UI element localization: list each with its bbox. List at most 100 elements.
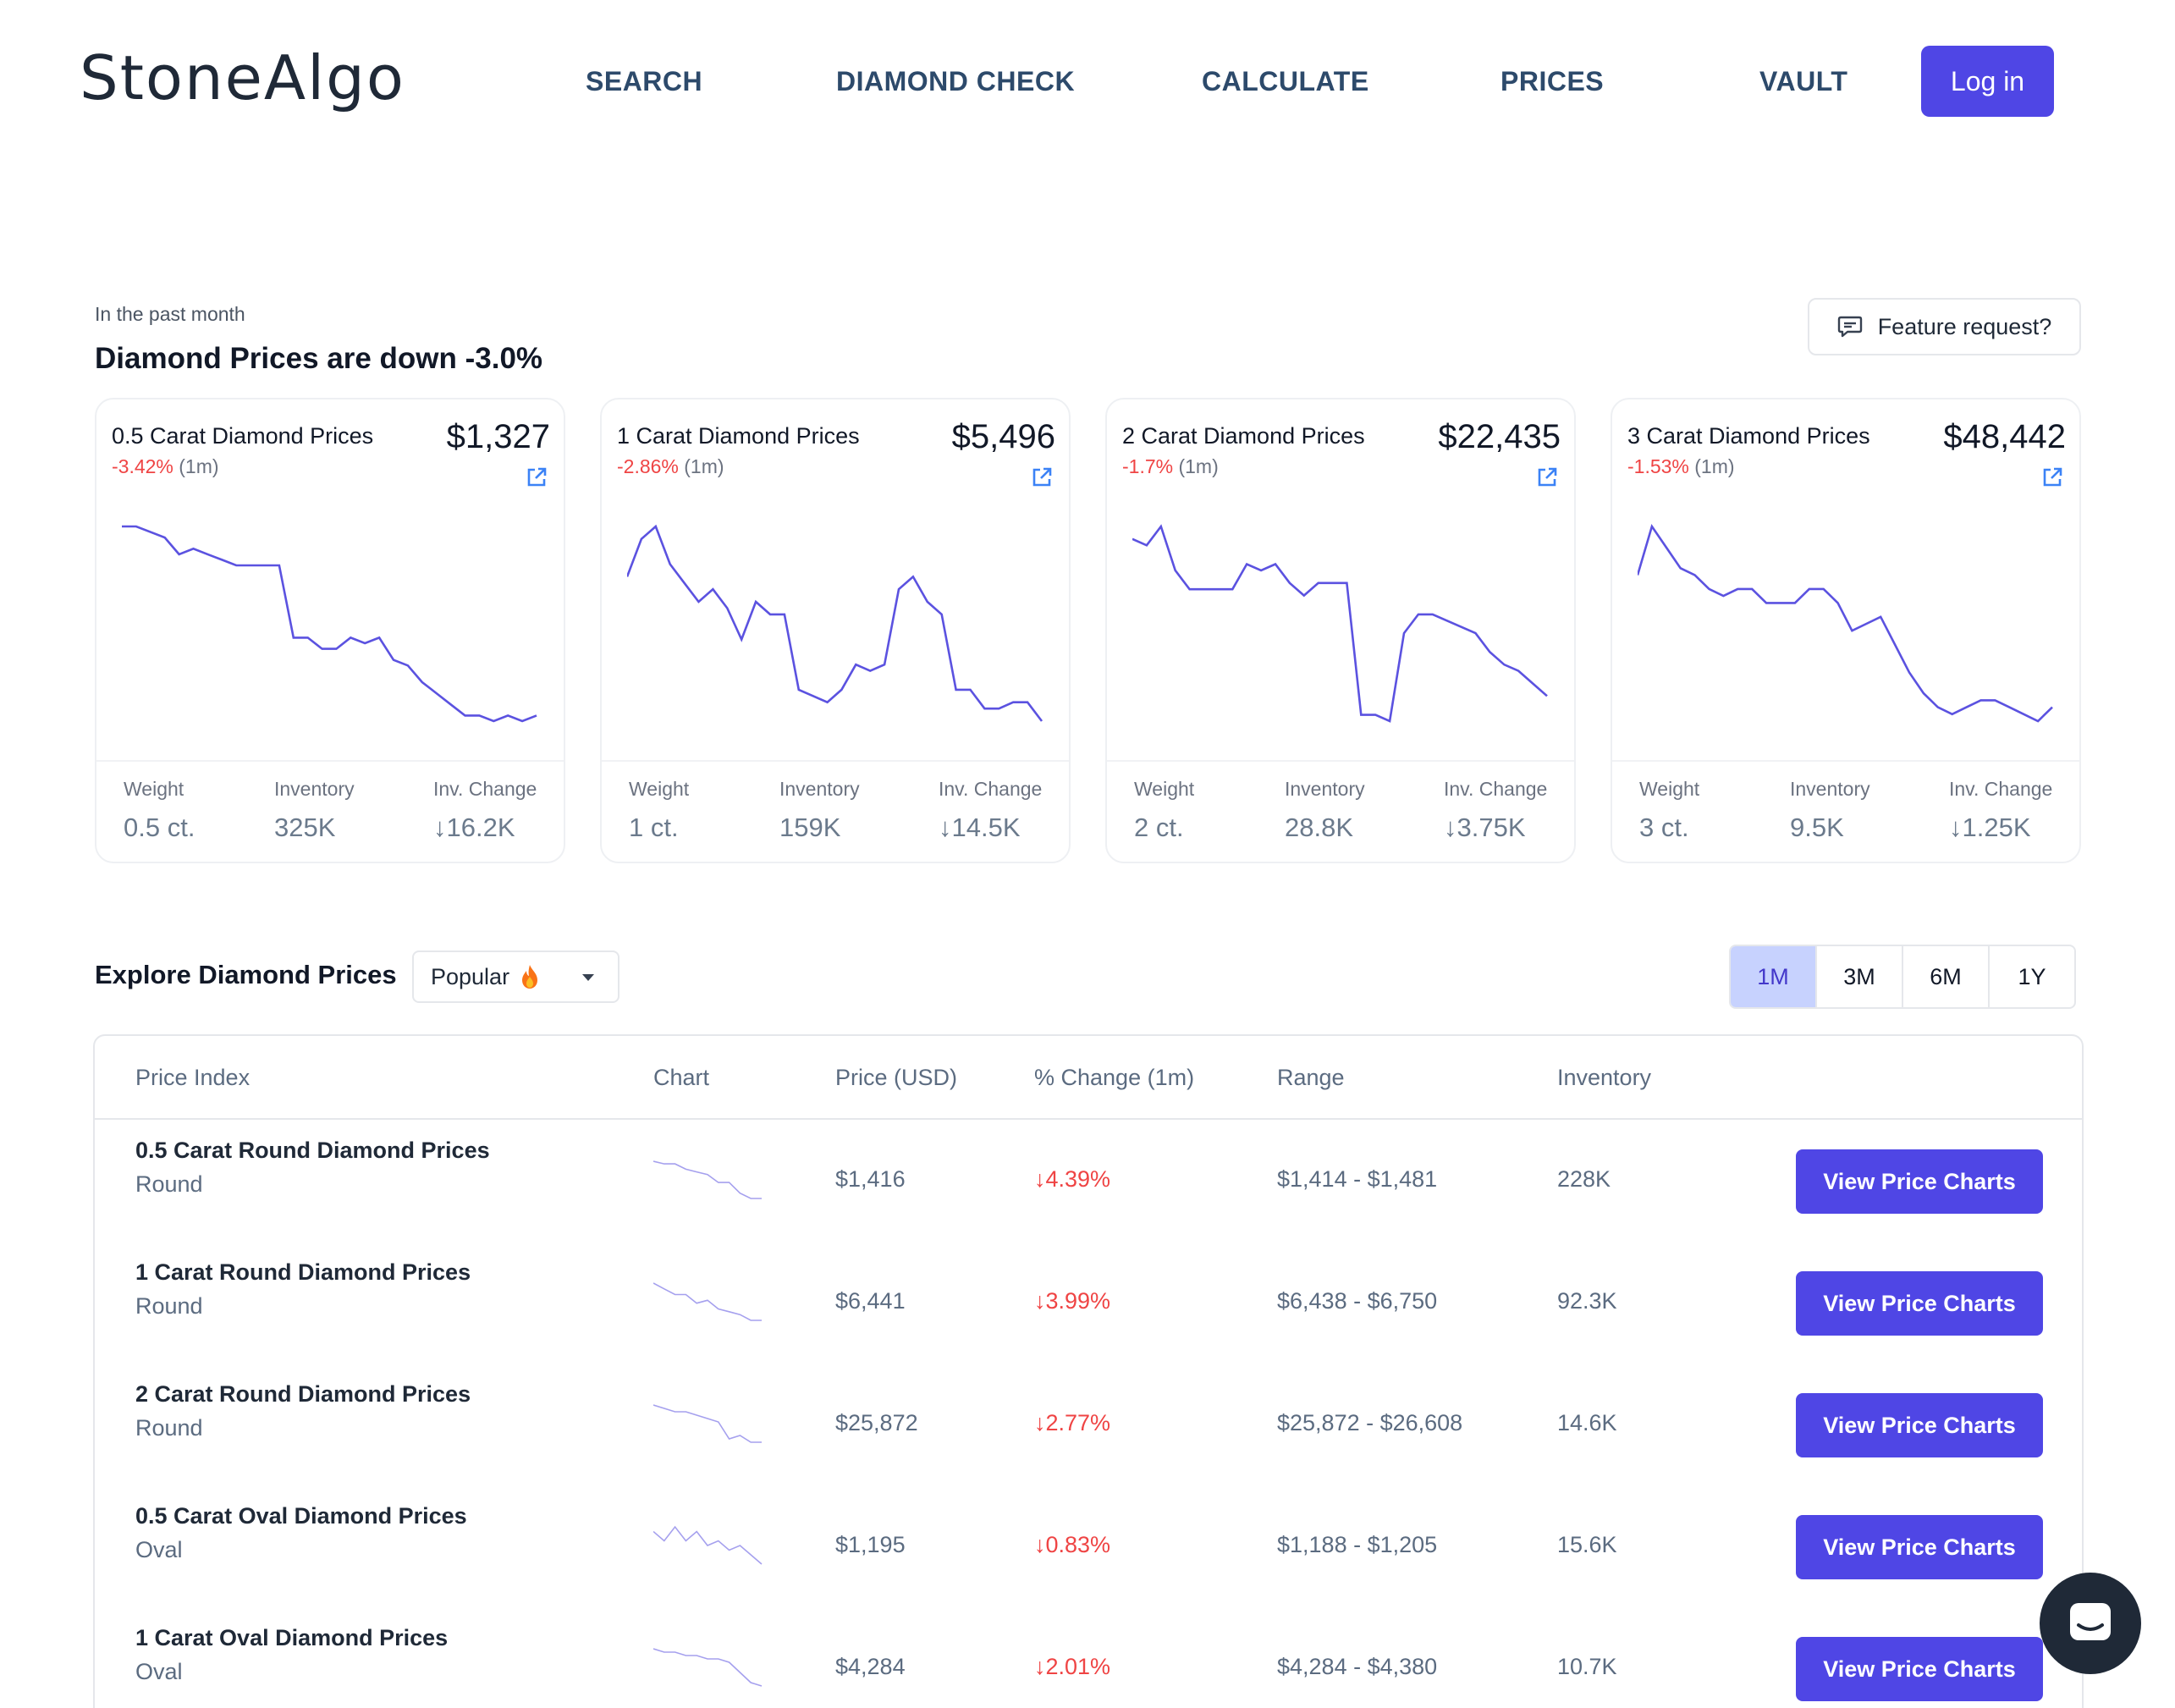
range-6m[interactable]: 6M xyxy=(1903,946,1990,1007)
nav-calculate[interactable]: CALCULATE xyxy=(1202,66,1369,96)
stat-label-weight: Weight xyxy=(1639,778,1700,800)
card-change-value: -1.53% xyxy=(1627,455,1689,477)
card-title: 1 Carat Diamond Prices xyxy=(617,423,860,449)
card-change-period: (1m) xyxy=(1694,455,1735,477)
card-price-chart xyxy=(1638,524,2053,723)
chat-widget-icon xyxy=(2070,1603,2111,1640)
table-row: 0.5 Carat Round Diamond Prices Round $1,… xyxy=(95,1121,2082,1242)
row-shape: Round xyxy=(135,1171,203,1197)
card-price: $48,442 xyxy=(1943,418,2066,455)
card-change: -1.53% (1m) xyxy=(1627,455,1735,478)
row-title: 1 Carat Round Diamond Prices xyxy=(135,1259,471,1285)
card-price-line xyxy=(1132,524,1548,723)
row-change: ↓4.39% xyxy=(1034,1166,1111,1192)
stat-inventory: 325K xyxy=(274,813,336,842)
external-link-icon[interactable] xyxy=(1535,466,1559,489)
stat-weight: 3 ct. xyxy=(1639,813,1689,842)
row-range: $1,188 - $1,205 xyxy=(1277,1532,1438,1557)
price-card[interactable]: 1 Carat Diamond Prices $5,496 -2.86% (1m… xyxy=(600,398,1071,863)
header-price: Price (USD) xyxy=(835,1065,958,1090)
feature-request-button[interactable]: Feature request? xyxy=(1808,298,2081,355)
row-inventory: 14.6K xyxy=(1557,1410,1617,1435)
logo[interactable]: StoneAlgo xyxy=(80,42,405,113)
header-chart: Chart xyxy=(653,1065,710,1090)
card-divider xyxy=(96,760,564,762)
card-divider xyxy=(1612,760,2079,762)
card-change: -2.86% (1m) xyxy=(617,455,724,478)
row-sparkline-line xyxy=(653,1525,763,1565)
row-shape: Oval xyxy=(135,1659,183,1684)
popular-filter-select[interactable]: Popular xyxy=(412,950,619,1003)
row-inventory: 228K xyxy=(1557,1166,1611,1192)
stat-label-weight: Weight xyxy=(124,778,184,800)
card-price: $5,496 xyxy=(951,418,1055,455)
stat-weight: 2 ct. xyxy=(1134,813,1184,842)
nav-vault[interactable]: VAULT xyxy=(1759,66,1848,96)
card-price-chart xyxy=(627,524,1043,722)
row-sparkline xyxy=(653,1160,762,1199)
row-shape: Round xyxy=(135,1293,203,1319)
range-1m[interactable]: 1M xyxy=(1731,946,1817,1007)
row-sparkline-line xyxy=(653,1404,762,1443)
view-price-charts-button[interactable]: View Price Charts xyxy=(1796,1149,2043,1214)
time-range-toggle: 1M 3M 6M 1Y xyxy=(1729,945,2076,1009)
top-nav: StoneAlgo SEARCH DIAMOND CHECK CALCULATE… xyxy=(0,0,2175,161)
view-price-charts-button[interactable]: View Price Charts xyxy=(1796,1637,2043,1701)
login-button[interactable]: Log in xyxy=(1921,46,2054,117)
card-change-value: -3.42% xyxy=(112,455,173,477)
stat-label-weight: Weight xyxy=(629,778,690,800)
table-row: 2 Carat Round Diamond Prices Round $25,8… xyxy=(95,1364,2082,1486)
card-title: 3 Carat Diamond Prices xyxy=(1627,423,1870,449)
row-title: 2 Carat Round Diamond Prices xyxy=(135,1381,471,1407)
stat-inv-change: ↓16.2K xyxy=(433,813,515,842)
price-card[interactable]: 0.5 Carat Diamond Prices $1,327 -3.42% (… xyxy=(95,398,565,863)
row-range: $4,284 - $4,380 xyxy=(1277,1654,1438,1679)
row-inventory: 10.7K xyxy=(1557,1654,1617,1679)
row-price: $25,872 xyxy=(835,1410,918,1435)
range-3m[interactable]: 3M xyxy=(1817,946,1903,1007)
row-inventory: 92.3K xyxy=(1557,1288,1617,1314)
table-row: 1 Carat Round Diamond Prices Round $6,44… xyxy=(95,1242,2082,1364)
row-change: ↓2.01% xyxy=(1034,1654,1111,1679)
row-range: $25,872 - $26,608 xyxy=(1277,1410,1463,1435)
row-price: $6,441 xyxy=(835,1288,906,1314)
price-card[interactable]: 2 Carat Diamond Prices $22,435 -1.7% (1m… xyxy=(1105,398,1576,863)
range-1y[interactable]: 1Y xyxy=(2018,963,2046,989)
row-title: 0.5 Carat Oval Diamond Prices xyxy=(135,1503,467,1529)
external-link-icon[interactable] xyxy=(525,466,548,489)
stat-label-inv-change: Inv. Change xyxy=(433,778,537,800)
card-divider xyxy=(602,760,1069,762)
header-inventory: Inventory xyxy=(1557,1065,1652,1090)
stat-inventory: 159K xyxy=(779,813,841,842)
row-range: $6,438 - $6,750 xyxy=(1277,1288,1438,1314)
card-price-chart xyxy=(122,525,537,723)
row-title: 0.5 Carat Round Diamond Prices xyxy=(135,1138,490,1163)
nav-search[interactable]: SEARCH xyxy=(586,66,703,96)
card-price-chart xyxy=(1132,524,1548,723)
row-change: ↓2.77% xyxy=(1034,1410,1111,1435)
card-change-value: -2.86% xyxy=(617,455,679,477)
nav-prices[interactable]: PRICES xyxy=(1500,66,1605,96)
external-link-icon[interactable] xyxy=(1030,466,1054,489)
row-sparkline-line xyxy=(653,1282,762,1321)
nav-diamond-check[interactable]: DIAMOND CHECK xyxy=(836,66,1076,96)
price-card[interactable]: 3 Carat Diamond Prices $48,442 -1.53% (1… xyxy=(1611,398,2081,863)
view-price-charts-button[interactable]: View Price Charts xyxy=(1796,1515,2043,1579)
row-sparkline-line xyxy=(653,1648,763,1687)
external-link-icon[interactable] xyxy=(2040,466,2064,489)
view-price-charts-button[interactable]: View Price Charts xyxy=(1796,1393,2043,1457)
stat-label-inventory: Inventory xyxy=(779,778,860,800)
header-price-index: Price Index xyxy=(135,1065,251,1090)
row-sparkline xyxy=(653,1282,762,1321)
table-row: 1 Carat Oval Diamond Prices Oval $4,284 … xyxy=(95,1608,2082,1708)
row-title: 1 Carat Oval Diamond Prices xyxy=(135,1625,449,1650)
chat-widget-button[interactable] xyxy=(2040,1573,2141,1674)
stat-label-inventory: Inventory xyxy=(1790,778,1870,800)
card-price: $22,435 xyxy=(1438,418,1561,455)
stat-inventory: 9.5K xyxy=(1790,813,1844,842)
stat-weight: 1 ct. xyxy=(629,813,679,842)
header-range: Range xyxy=(1277,1065,1345,1090)
view-price-charts-button[interactable]: View Price Charts xyxy=(1796,1271,2043,1336)
row-sparkline xyxy=(653,1525,763,1565)
header-change: % Change (1m) xyxy=(1034,1065,1195,1090)
